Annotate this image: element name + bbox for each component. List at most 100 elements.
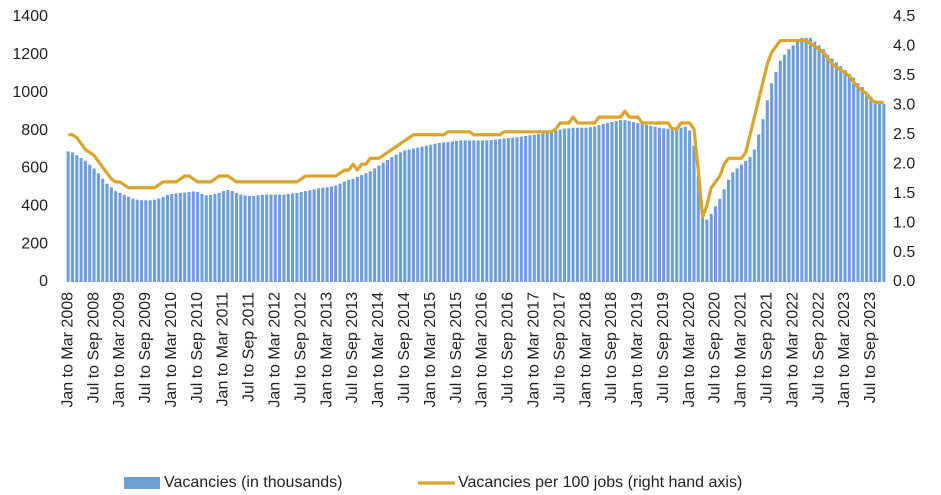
x-tick-label: Jan to Mar 2011 [215, 292, 232, 407]
bar [230, 191, 234, 282]
bar [325, 187, 329, 282]
y2-tick-label: 2.5 [893, 126, 915, 143]
bar [869, 96, 873, 282]
bar [321, 187, 325, 282]
bar [463, 140, 467, 282]
bar [696, 176, 700, 282]
bar [834, 62, 838, 282]
bar [420, 146, 424, 282]
bar [791, 45, 795, 283]
bar [770, 83, 774, 282]
bar [567, 128, 571, 282]
legend-label: Vacancies per 100 jobs (right hand axis) [458, 474, 742, 491]
bar [882, 104, 886, 282]
bar [800, 37, 804, 283]
y-tick-label: 800 [21, 122, 48, 139]
bar [657, 127, 661, 282]
x-tick-label: Jul to Sep 2014 [396, 292, 413, 403]
bar [217, 193, 221, 282]
y2-tick-label: 4.0 [893, 38, 915, 55]
bar [200, 193, 204, 282]
bar [472, 140, 476, 282]
bar [649, 125, 653, 282]
bar [385, 159, 390, 282]
bar [571, 127, 575, 282]
bar [96, 173, 100, 282]
bar [213, 193, 217, 282]
bar [373, 168, 377, 282]
bar [75, 155, 79, 282]
bar [342, 181, 346, 282]
bar [709, 213, 713, 282]
x-tick-label: Jan to Mar 2020 [681, 292, 698, 408]
bar [601, 123, 605, 282]
bar [148, 200, 152, 282]
bar [381, 162, 385, 282]
x-tick-label: Jan to Mar 2015 [422, 292, 439, 408]
bar [105, 183, 109, 282]
y-tick-label: 200 [21, 235, 48, 252]
y2-tick-label: 0.0 [893, 273, 915, 290]
bar [308, 190, 312, 282]
bar [347, 179, 351, 282]
bar [731, 172, 735, 282]
bar [610, 122, 614, 282]
x-tick-label: Jan to Mar 2012 [267, 292, 284, 408]
bar [653, 126, 657, 283]
x-tick-label: Jul to Sep 2010 [189, 292, 206, 403]
bar [226, 190, 230, 282]
bar [394, 154, 398, 282]
legend-swatch [124, 477, 160, 489]
bar [843, 70, 847, 282]
bar [303, 191, 308, 282]
bar [334, 185, 338, 282]
legend-label: Vacancies (in thousands) [164, 474, 342, 491]
bar [114, 191, 118, 282]
bar [127, 196, 131, 282]
bar [873, 100, 877, 283]
bar [597, 125, 601, 283]
x-tick-label: Jul to Sep 2018 [603, 292, 620, 403]
bar [286, 193, 290, 282]
bar [515, 137, 519, 282]
bar [424, 145, 428, 282]
bar [679, 127, 683, 282]
bar [144, 200, 148, 282]
bar [316, 188, 321, 282]
bar [865, 92, 869, 282]
bar [429, 144, 433, 282]
bar [459, 140, 463, 282]
x-tick-label: Jan to Mar 2013 [318, 292, 335, 408]
bar [735, 168, 739, 282]
bar [817, 45, 821, 283]
bar [239, 194, 243, 282]
bar [744, 160, 748, 282]
bar [726, 179, 731, 282]
bar [701, 217, 705, 282]
x-tick-label: Jul to Sep 2022 [810, 292, 827, 403]
bar [852, 77, 856, 282]
bar [511, 137, 515, 282]
bar [778, 60, 782, 283]
bar [683, 126, 687, 283]
bar [757, 134, 761, 282]
line [68, 38, 884, 219]
bar [165, 194, 169, 282]
bar [493, 139, 497, 282]
bar [196, 192, 200, 282]
bar [813, 41, 817, 282]
bar [247, 195, 251, 282]
bar [329, 186, 333, 282]
bar [614, 121, 618, 282]
bar [398, 152, 403, 282]
x-tick-label: Jan to Mar 2018 [577, 292, 594, 408]
y-tick-label: 0 [39, 273, 48, 290]
bar [157, 198, 161, 282]
x-tick-label: Jul to Sep 2020 [707, 292, 724, 403]
y-tick-label: 400 [21, 198, 48, 215]
bar [549, 131, 554, 282]
x-tick-label: Jul to Sep 2011 [241, 292, 258, 402]
bar [260, 194, 264, 282]
bar [368, 171, 372, 282]
x-tick-label: Jan to Mar 2023 [836, 292, 853, 408]
